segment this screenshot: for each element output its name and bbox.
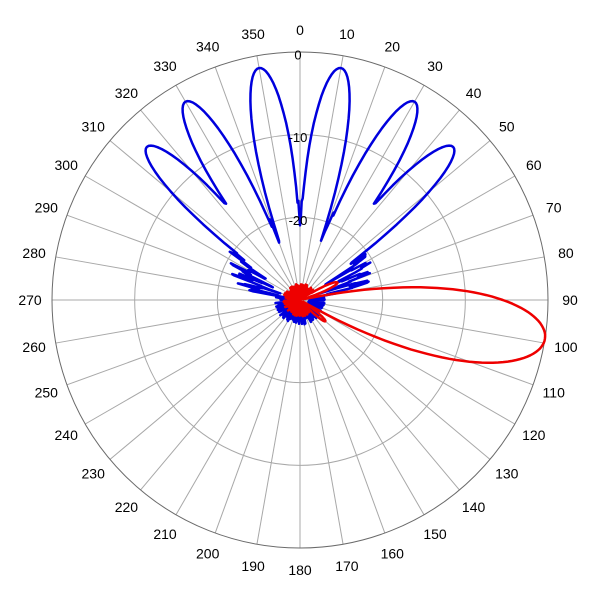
spoke-330 [175, 84, 301, 301]
spoke-20 [299, 66, 386, 301]
angle-tick-label-320: 320 [115, 85, 139, 101]
angle-tick-label-20: 20 [385, 38, 401, 54]
spoke-210 [175, 299, 301, 516]
spoke-170 [299, 299, 344, 545]
spoke-350 [256, 55, 301, 301]
angle-tick-label-40: 40 [466, 85, 482, 101]
spoke-150 [299, 299, 425, 516]
spoke-250 [66, 299, 301, 386]
series-line-1 [282, 280, 547, 364]
spoke-200 [214, 299, 301, 534]
spoke-260 [55, 299, 301, 344]
ring-0 [51, 51, 549, 549]
radial-tick-label-0: 0 [294, 48, 301, 63]
spoke-130 [299, 299, 491, 460]
spoke-190 [256, 299, 301, 545]
angle-tick-label-100: 100 [554, 339, 578, 355]
angle-tick-label-120: 120 [522, 427, 546, 443]
angle-tick-label-210: 210 [153, 526, 177, 542]
angle-tick-label-310: 310 [82, 118, 106, 134]
angle-tick-label-160: 160 [381, 546, 405, 562]
spoke-120 [299, 299, 516, 425]
angle-tick-label-200: 200 [196, 546, 220, 562]
angle-tick-label-90: 90 [562, 292, 578, 308]
angle-tick-label-150: 150 [423, 526, 447, 542]
angle-tick-label-0: 0 [296, 22, 304, 38]
angle-tick-label-270: 270 [18, 292, 42, 308]
angle-tick-label-340: 340 [196, 38, 220, 54]
angle-tick-label-350: 350 [241, 26, 265, 42]
angle-tick-label-300: 300 [55, 157, 79, 173]
spoke-230 [109, 299, 301, 460]
angle-tick-label-330: 330 [153, 58, 177, 74]
spoke-220 [140, 299, 301, 491]
spoke-50 [299, 140, 491, 301]
spoke-240 [84, 299, 301, 425]
angle-tick-label-10: 10 [339, 26, 355, 42]
angle-tick-label-110: 110 [543, 384, 566, 400]
spoke-30 [299, 84, 425, 301]
radial-tick-label-m20: -20 [289, 213, 308, 228]
angle-tick-label-180: 180 [288, 562, 312, 578]
radial-tick-label-m10: -10 [289, 130, 308, 145]
spoke-10 [299, 55, 344, 301]
angle-tick-label-140: 140 [462, 499, 486, 515]
spoke-110 [299, 299, 534, 386]
spoke-100 [299, 299, 545, 344]
angle-tick-label-50: 50 [499, 118, 515, 134]
angle-tick-label-170: 170 [335, 558, 359, 574]
spoke-160 [299, 299, 386, 534]
polar-grid [51, 51, 549, 549]
angle-tick-label-230: 230 [82, 466, 106, 482]
ring-m10 [134, 134, 466, 466]
angle-tick-label-130: 130 [495, 466, 519, 482]
angle-tick-label-220: 220 [115, 499, 139, 515]
spoke-320 [140, 109, 301, 301]
angle-tick-label-190: 190 [241, 558, 265, 574]
angle-tick-label-260: 260 [22, 339, 46, 355]
angle-tick-label-70: 70 [546, 200, 562, 216]
angle-tick-label-80: 80 [558, 245, 574, 261]
angle-tick-label-30: 30 [427, 58, 443, 74]
label-layer: 0 10 20 30 40 50 60 70 80 90 100 110 120 130 140 150 160… [18, 22, 578, 578]
angle-tick-label-280: 280 [22, 245, 46, 261]
angle-tick-label-240: 240 [55, 427, 79, 443]
angle-tick-label-250: 250 [35, 384, 59, 400]
angle-tick-label-290: 290 [35, 200, 59, 216]
spoke-40 [299, 109, 460, 301]
series-layer [144, 66, 547, 364]
angle-tick-label-60: 60 [526, 157, 542, 173]
spoke-140 [299, 299, 460, 491]
spoke-310 [109, 140, 301, 301]
spoke-340 [214, 66, 301, 301]
